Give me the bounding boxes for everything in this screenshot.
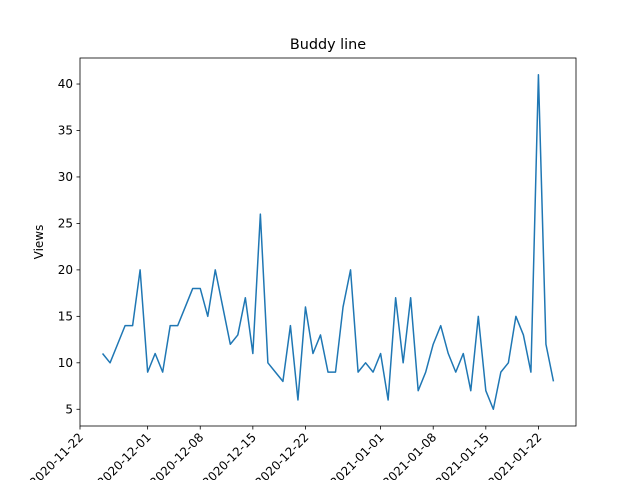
x-tick-label: 2020-12-22: [252, 430, 311, 480]
x-tick-label: 2020-12-01: [95, 430, 154, 480]
y-tick-label: 15: [58, 309, 73, 323]
chart-title: Buddy line: [290, 37, 366, 53]
data-line: [101, 73, 555, 411]
x-tick-label: 2020-11-22: [27, 430, 86, 480]
y-tick-label: 30: [58, 170, 73, 184]
y-tick-label: 25: [58, 216, 73, 230]
x-tick-label: 2021-01-22: [485, 430, 544, 480]
y-tick-label: 20: [58, 263, 73, 277]
y-tick-label: 5: [65, 402, 73, 416]
x-tick-label: 2021-01-15: [433, 430, 492, 480]
plot-frame: [79, 57, 577, 427]
y-tick-label: 10: [58, 356, 73, 370]
x-tick-label: 2020-12-08: [147, 430, 206, 480]
x-tick-label: 2020-12-15: [200, 430, 259, 480]
x-tick-label: 2021-01-08: [380, 430, 439, 480]
y-axis-label: Views: [32, 225, 46, 260]
y-tick-label: 35: [58, 123, 73, 137]
x-tick-label: 2021-01-01: [328, 430, 387, 480]
y-tick-label: 40: [58, 77, 73, 91]
